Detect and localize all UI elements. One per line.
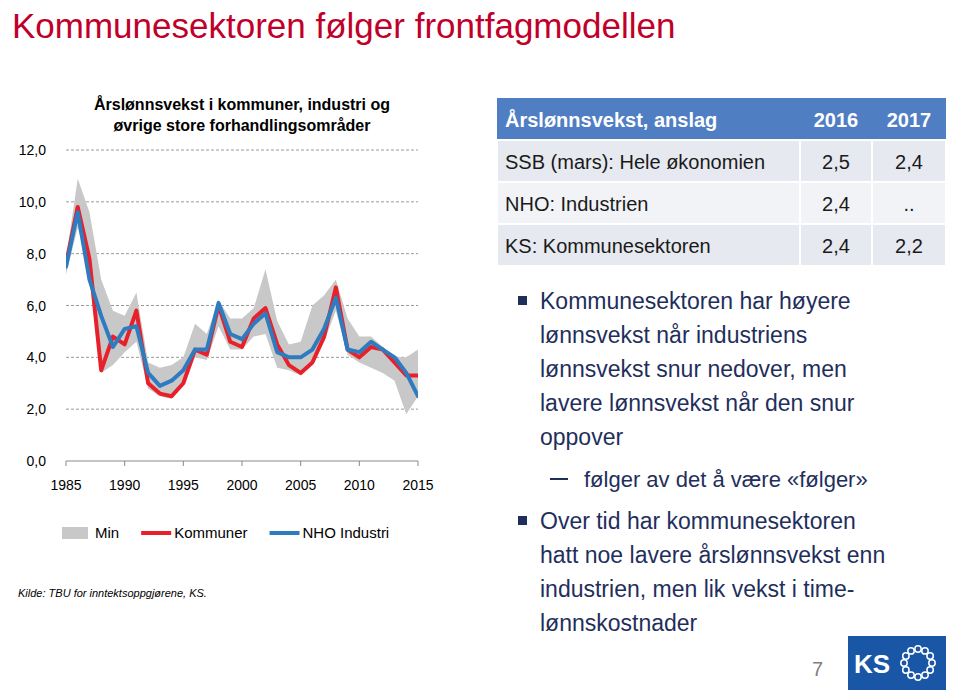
y-tick-label: 2,0: [27, 401, 47, 417]
legend: Min Kommuner NHO Industri: [62, 524, 389, 541]
logo-text: KS: [854, 649, 890, 679]
grid-line: [66, 201, 418, 202]
chart: Årslønnsvekst i kommuner, industri og øvr…: [19, 95, 434, 541]
logo-dot: [915, 674, 921, 680]
logo-dot: [922, 648, 928, 654]
legend-label: Min: [95, 524, 119, 541]
legend-label: NHO Industri: [303, 524, 390, 541]
logo-dot: [915, 646, 921, 652]
table-cell: 2,4: [822, 193, 850, 215]
bullet-text: hatt noe lavere årslønnsvekst enn: [540, 542, 885, 568]
series-line: [66, 207, 418, 396]
x-tick: [124, 461, 125, 466]
slide: Kommunesektoren følger frontfagmodellen Å…: [0, 0, 960, 696]
logo-dot: [901, 660, 907, 666]
y-tick-label: 6,0: [27, 298, 47, 314]
y-tick-label: 0,0: [27, 453, 47, 469]
table-cell-bg: [497, 224, 800, 266]
bullet-text: Over tid har kommunesektoren: [540, 508, 856, 534]
logo-dot: [929, 660, 935, 666]
plot-marks: [66, 179, 418, 415]
page-number: 7: [812, 658, 823, 680]
legend-swatch: [141, 531, 171, 535]
logo: KS: [848, 636, 946, 690]
y-tick-label: 10,0: [19, 194, 46, 210]
table-cell-bg: [872, 140, 946, 182]
legend-swatch: [62, 527, 88, 539]
table-cell-bg: [497, 182, 800, 224]
table-cell-bg: [872, 224, 946, 266]
grid-line: [66, 253, 418, 254]
slide-title: Kommunesektoren følger frontfagmodellen: [12, 6, 675, 45]
x-tick-label: 2005: [285, 477, 316, 493]
legend-swatch: [270, 531, 300, 535]
logo-dot: [908, 648, 914, 654]
table-cell-bg: [800, 182, 872, 224]
table-cell-bg: [497, 140, 800, 182]
table-cell: 2,5: [822, 151, 850, 173]
bullet-marker: [518, 516, 527, 525]
logo-dot: [927, 653, 933, 659]
chart-title-line: Årslønnsvekst i kommuner, industri og: [94, 95, 390, 113]
bullet-text: lavere lønnsvekst når den snur: [540, 390, 855, 416]
logo-dot: [922, 672, 928, 678]
table-cell: ..: [903, 193, 914, 215]
table-cell: 2,4: [895, 151, 923, 173]
table-cell: 2,2: [895, 235, 923, 257]
table-cell: SSB (mars): Hele økonomien: [505, 151, 765, 173]
bullet-text: industrien, men lik vekst i time-: [540, 576, 854, 602]
source: Kilde: TBU for inntektsoppgjørene, KS.: [18, 587, 207, 599]
legend-label: Kommuner: [174, 524, 247, 541]
bullet-text: oppover: [540, 424, 623, 450]
bullets: Kommunesektoren har høyere lønnsvekst når…: [518, 288, 885, 636]
table-cell: 2,4: [822, 235, 850, 257]
table-cell: NHO: Industrien: [505, 193, 648, 215]
x-tick-label: 1985: [50, 477, 81, 493]
bullet-text: lønnsvekst snur nedover, men: [540, 356, 847, 382]
x-tick-label: 1990: [109, 477, 140, 493]
x-tick: [359, 461, 360, 466]
bullet-text: lønnsvekst når industriens: [540, 322, 807, 348]
x-tick-label: 2000: [226, 477, 257, 493]
grid-line: [66, 150, 418, 151]
bullet-text: Kommunesektoren har høyere: [540, 288, 851, 314]
chart-title: Årslønnsvekst i kommuner, industri og øvr…: [94, 95, 390, 134]
series-line: [66, 212, 418, 396]
table-header-cell: 2017: [887, 109, 932, 131]
y-tick-label: 8,0: [27, 246, 47, 262]
y-tick-label: 4,0: [27, 349, 47, 365]
x-tick: [242, 461, 243, 466]
x-tick-label: 2015: [402, 477, 433, 493]
logo-dot: [908, 672, 914, 678]
logo-dot: [927, 667, 933, 673]
bullet-text: lønnskostnader: [540, 610, 698, 636]
table-header-cell: 2016: [814, 109, 859, 131]
logo-bg: [848, 636, 946, 690]
table-header-bg: [497, 98, 946, 140]
grid-line: [66, 305, 418, 306]
table-cell-bg: [800, 224, 872, 266]
x-tick: [300, 461, 301, 466]
y-tick-label: 12,0: [19, 142, 46, 158]
chart-title-line: øvrige store forhandlingsområder: [114, 117, 371, 134]
x-tick: [418, 461, 419, 466]
table: Årslønnsvekst, anslag 2016 2017 SSB (mars):…: [497, 98, 946, 266]
x-tick-label: 2010: [344, 477, 375, 493]
bullet-marker: [518, 296, 527, 305]
logo-dot: [903, 667, 909, 673]
table-cell-bg: [872, 182, 946, 224]
table-cell: KS: Kommunesektoren: [505, 235, 711, 257]
sub-bullet-marker: [550, 478, 568, 480]
sub-bullet-text: følger av det å være «følger»: [584, 467, 868, 492]
x-tick: [66, 461, 67, 466]
range-band: [66, 179, 418, 415]
grid-line: [66, 409, 418, 410]
x-tick: [183, 461, 184, 466]
logo-dot: [903, 653, 909, 659]
x-tick-label: 1995: [168, 477, 199, 493]
table-header-cell: Årslønnsvekst, anslag: [505, 108, 717, 131]
table-cell-bg: [800, 140, 872, 182]
